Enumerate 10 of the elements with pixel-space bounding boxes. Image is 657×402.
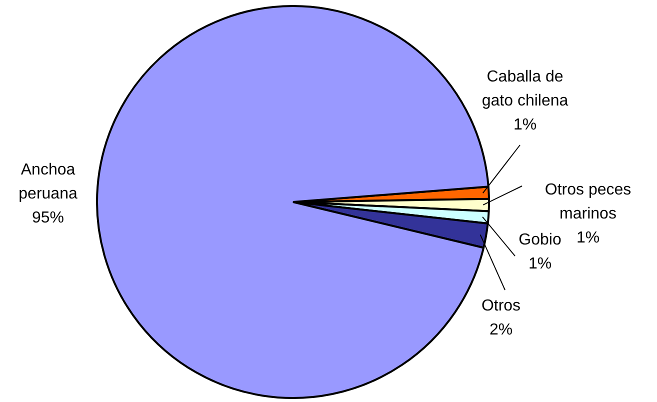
- slice-label: Gobio: [518, 231, 562, 248]
- slice-label: Anchoa peruana: [18, 161, 78, 202]
- data-label: 1%: [528, 255, 552, 272]
- slice-label: Otros: [481, 297, 521, 314]
- data-label: 1%: [513, 116, 537, 134]
- data-label: 95%: [32, 209, 64, 226]
- data-label: 2%: [489, 321, 513, 338]
- legend-label: Otros peces marinos: [544, 181, 632, 222]
- slice-label: Caballa de gato chilena: [482, 68, 568, 110]
- data-label: 1%: [576, 229, 600, 246]
